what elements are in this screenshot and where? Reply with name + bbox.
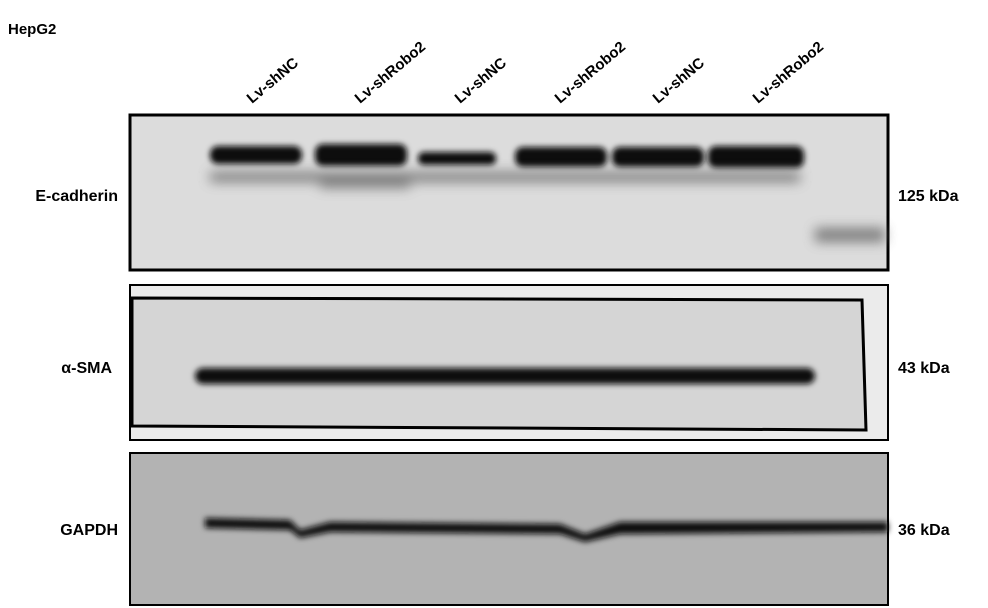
blot-panel bbox=[129, 284, 889, 441]
band bbox=[205, 518, 888, 542]
band bbox=[195, 368, 815, 384]
figure-title: HepG2 bbox=[8, 21, 56, 38]
bands bbox=[210, 144, 804, 168]
lane-label: Lv-shNC bbox=[650, 54, 708, 107]
membrane bbox=[130, 296, 868, 432]
minor-bands bbox=[210, 172, 885, 242]
blot-size: 125 kDa bbox=[898, 188, 959, 205]
lane-label: Lv-shNC bbox=[452, 54, 510, 107]
lane-label: Lv-shRobo2 bbox=[750, 38, 827, 107]
blot-label: α-SMA bbox=[61, 360, 112, 377]
lane-label: Lv-shRobo2 bbox=[552, 38, 629, 107]
lane-label: Lv-shNC bbox=[244, 54, 302, 107]
blot-label: E-cadherin bbox=[35, 188, 118, 205]
blot-panel bbox=[129, 452, 889, 606]
lane-labels: Lv-shNC Lv-shRobo2 Lv-shNC Lv-shRobo2 Lv… bbox=[244, 38, 827, 107]
blot-size: 43 kDa bbox=[898, 360, 950, 377]
blot-size: 36 kDa bbox=[898, 522, 950, 539]
lane-label: Lv-shRobo2 bbox=[352, 38, 429, 107]
blot-panel bbox=[128, 113, 890, 272]
blot-frame bbox=[128, 113, 890, 272]
blot-label: GAPDH bbox=[60, 522, 118, 539]
